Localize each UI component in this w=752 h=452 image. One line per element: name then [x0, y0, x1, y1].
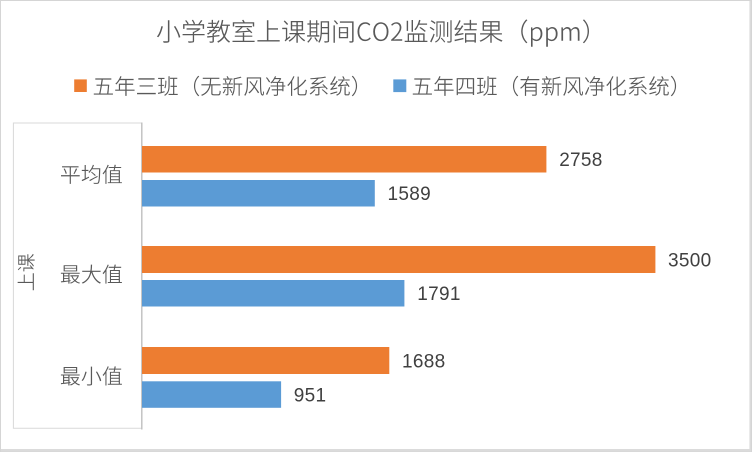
svg-text:2758: 2758	[559, 150, 602, 171]
svg-text:1589: 1589	[388, 184, 431, 205]
svg-text:3500: 3500	[668, 250, 711, 271]
svg-text:1688: 1688	[402, 351, 445, 372]
svg-text:951: 951	[294, 386, 327, 407]
svg-text:1791: 1791	[417, 284, 460, 305]
